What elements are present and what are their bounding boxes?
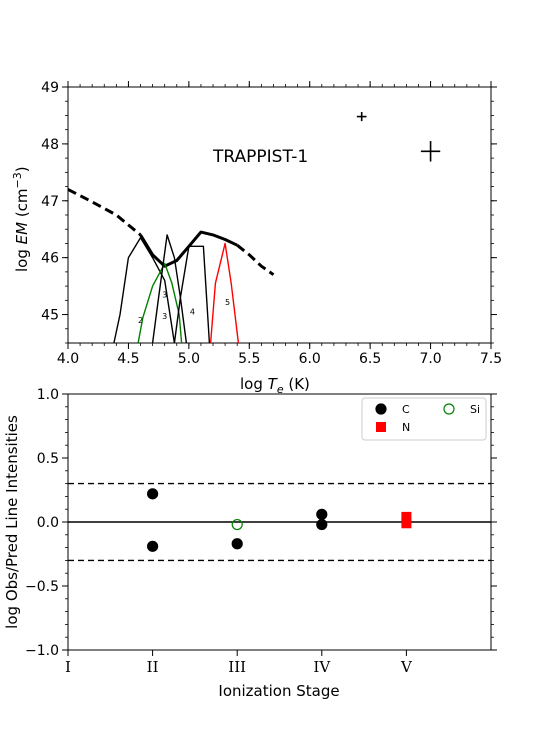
x-tick-label: IV (313, 658, 331, 676)
ratio-point-n (401, 511, 412, 522)
top-x-axis-label: log Te (K) (240, 375, 310, 396)
locus-label: 3 (162, 290, 167, 299)
top-y-axis-label: log EM (cm−3) (11, 166, 31, 272)
x-tick-label: V (400, 658, 413, 676)
legend-marker (376, 422, 386, 432)
emission-line-locus (173, 245, 211, 344)
emission-line-locus (151, 234, 188, 344)
x-tick-label: 6.5 (359, 351, 381, 367)
x-tick-label: III (228, 658, 246, 676)
emission-line-locus (137, 262, 183, 344)
legend-marker (375, 403, 387, 415)
x-tick-label: I (65, 658, 71, 676)
em-distribution-extrapolated (67, 188, 142, 237)
x-tick-label: 7.0 (419, 351, 441, 367)
y-tick-label: 46 (41, 251, 59, 267)
emission-line-locus (113, 237, 176, 344)
bottom-y-axis-label: log Obs/Pred Line Intensities (3, 415, 21, 629)
legend-frame (361, 397, 487, 441)
bottom-x-axis-label: Ionization Stage (218, 682, 339, 700)
emission-line-locus (209, 242, 240, 344)
y-tick-label: 0.0 (37, 515, 59, 531)
y-tick-label: 49 (41, 80, 59, 96)
ratio-point-n (401, 518, 412, 529)
x-tick-label: 7.5 (480, 351, 502, 367)
y-tick-label: −1.0 (25, 643, 59, 659)
x-tick-label: 6.0 (299, 351, 321, 367)
x-tick-label: 4.0 (57, 351, 79, 367)
legend-marker (443, 403, 455, 415)
ratio-point-si (231, 518, 243, 531)
x-tick-label: 5.0 (178, 351, 200, 367)
legend: CN Si (361, 397, 487, 441)
y-tick-label: 1.0 (37, 387, 59, 403)
y-tick-label: 0.5 (37, 451, 59, 467)
legend-label: C (402, 403, 410, 416)
x-tick-label: 5.5 (238, 351, 260, 367)
locus-label: 4 (190, 308, 195, 317)
x-tick-label: 4.5 (117, 351, 139, 367)
ratio-point-c (147, 540, 159, 552)
ratio-point-c (316, 518, 328, 531)
locus-label: 2 (138, 316, 143, 325)
plot-frame (67, 86, 492, 344)
legend-label: Si (470, 403, 480, 416)
y-tick-label: 47 (41, 194, 59, 210)
em-distribution-extrapolated (236, 244, 275, 276)
star-name-annotation: TRAPPIST-1 (212, 147, 308, 167)
x-tick-label: II (147, 658, 159, 676)
legend-label: N (402, 421, 410, 434)
y-tick-label: −0.5 (25, 579, 59, 595)
locus-label: 3 (162, 312, 167, 321)
y-tick-label: 45 (41, 308, 59, 324)
ratio-point-c (147, 488, 159, 500)
ratio-point-c (231, 538, 243, 550)
y-tick-label: 48 (41, 137, 59, 153)
ratio-point-c (316, 508, 328, 520)
locus-label: 5 (225, 298, 230, 307)
